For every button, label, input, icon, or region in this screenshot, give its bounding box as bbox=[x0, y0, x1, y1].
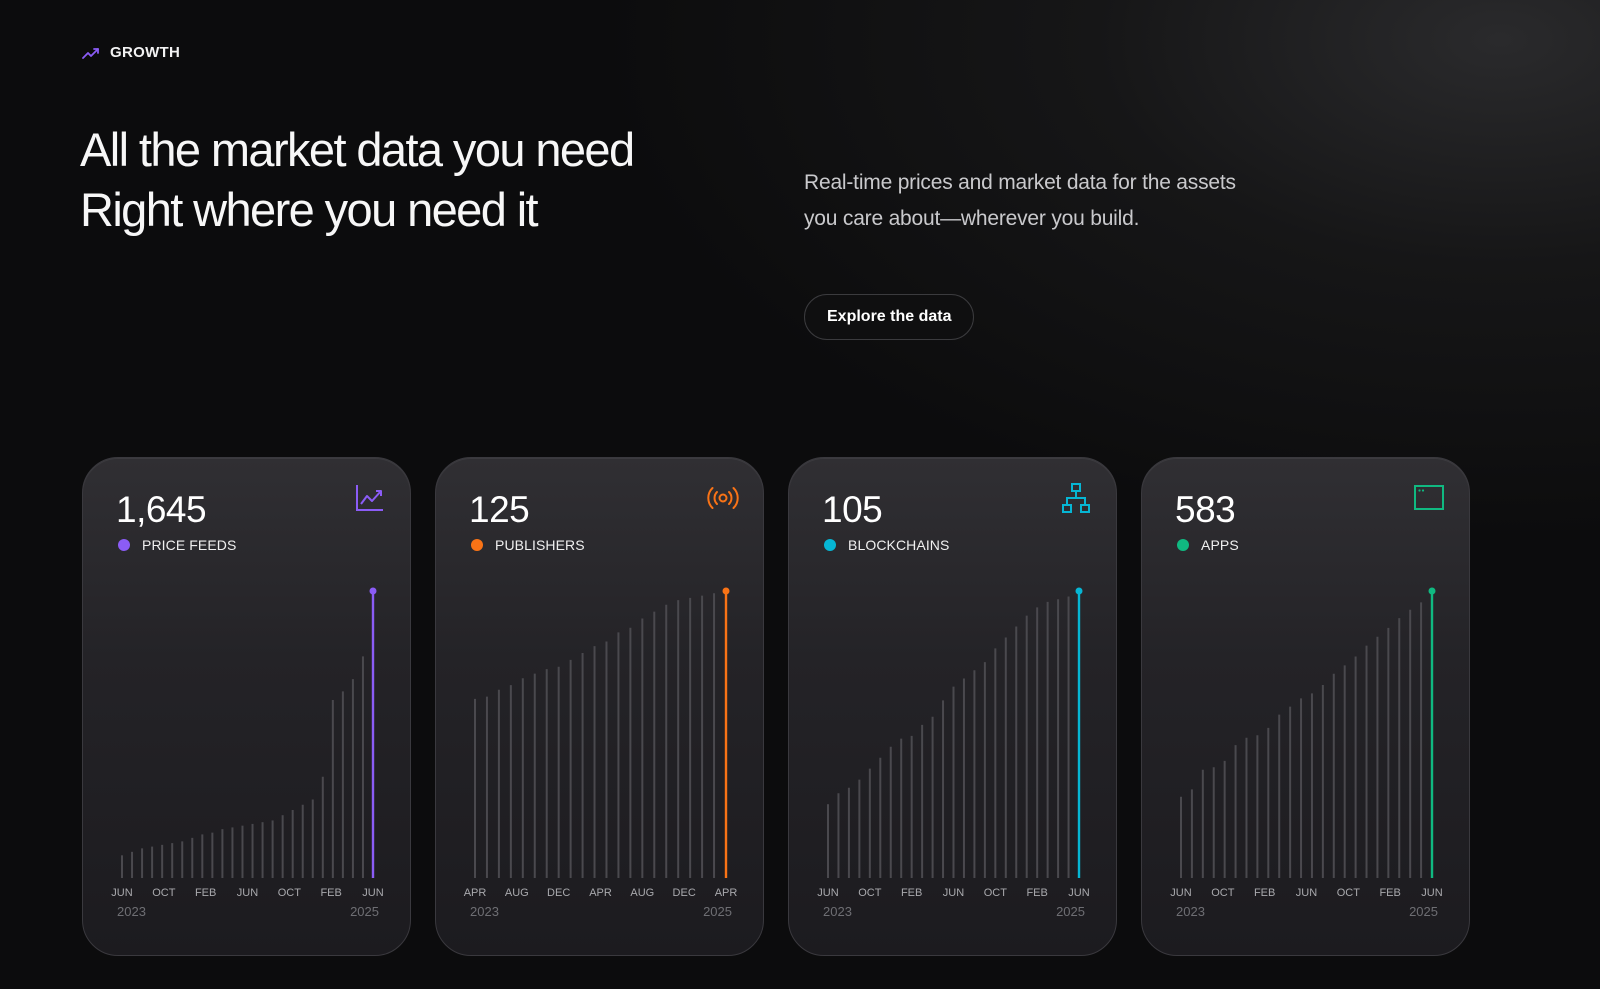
x-tick-label: OCT bbox=[278, 887, 302, 899]
apps-chart: JUN OCT FEB JUN OCT FEB JUN 2023 2025 bbox=[1170, 587, 1443, 919]
x-tick-label: OCT bbox=[1337, 887, 1361, 899]
bar-end-marker bbox=[1428, 587, 1436, 595]
explore-data-button[interactable]: Explore the data bbox=[804, 294, 975, 340]
stat-label-text: PUBLISHERS bbox=[495, 537, 585, 553]
legend-dot bbox=[1177, 539, 1189, 551]
hero-subtext: Real-time prices and market data for the… bbox=[804, 171, 1236, 230]
stat-label: APPS bbox=[1177, 537, 1239, 553]
eyebrow-label: GROWTH bbox=[110, 44, 181, 61]
trend-up-icon bbox=[82, 47, 99, 59]
stat-value: 105 bbox=[822, 489, 883, 530]
x-tick-label: JUN bbox=[1421, 887, 1442, 899]
year-end-label: 2025 bbox=[703, 904, 732, 919]
x-tick-label: FEB bbox=[1379, 887, 1400, 899]
year-start-label: 2023 bbox=[823, 904, 852, 919]
year-end-label: 2025 bbox=[350, 904, 379, 919]
x-tick-label: JUN bbox=[111, 887, 132, 899]
x-tick-label: JUN bbox=[1296, 887, 1317, 899]
x-tick-label: OCT bbox=[858, 887, 882, 899]
stat-label: BLOCKCHAINS bbox=[824, 537, 949, 553]
year-end-label: 2025 bbox=[1056, 904, 1085, 919]
year-start-label: 2023 bbox=[1176, 904, 1205, 919]
bar-end-marker bbox=[1075, 587, 1083, 595]
headline-line-2: Right where you need it bbox=[80, 183, 539, 236]
x-tick-label: DEC bbox=[547, 887, 570, 899]
x-tick-label: APR bbox=[464, 887, 487, 899]
x-tick-label: FEB bbox=[320, 887, 341, 899]
headline-line-1: All the market data you need bbox=[80, 123, 635, 176]
bar-end-marker bbox=[722, 587, 730, 595]
x-tick-label: APR bbox=[589, 887, 612, 899]
x-tick-label: JUN bbox=[362, 887, 383, 899]
x-tick-label: JUN bbox=[943, 887, 964, 899]
hero-headline: All the market data you need Right where… bbox=[80, 120, 635, 240]
stat-card-apps: 583 APPS JUN OCT FEB JUN OCT FEB JUN 2023 2025 bbox=[1141, 457, 1470, 956]
stat-label: PRICE FEEDS bbox=[118, 537, 236, 553]
stat-label-text: PRICE FEEDS bbox=[142, 537, 237, 553]
x-tick-label: OCT bbox=[152, 887, 176, 899]
x-tick-label: APR bbox=[715, 887, 738, 899]
section-eyebrow: GROWTH bbox=[82, 44, 180, 61]
stat-label-text: APPS bbox=[1201, 537, 1239, 553]
stat-label-text: BLOCKCHAINS bbox=[848, 537, 950, 553]
x-tick-label: FEB bbox=[901, 887, 922, 899]
x-tick-label: OCT bbox=[1211, 887, 1235, 899]
x-tick-label: JUN bbox=[237, 887, 258, 899]
x-tick-label: OCT bbox=[984, 887, 1008, 899]
line-chart-icon bbox=[356, 485, 383, 511]
publishers-chart: APR AUG DEC APR AUG DEC APR 2023 2025 bbox=[464, 587, 738, 919]
stat-card-price-feeds: 1,645 PRICE FEEDS JUN OCT FEB JUN OCT FEB JUN 2… bbox=[82, 457, 411, 956]
x-tick-label: FEB bbox=[1026, 887, 1047, 899]
x-tick-label: JUN bbox=[1170, 887, 1191, 899]
x-tick-label: AUG bbox=[505, 887, 529, 899]
blockchains-chart: JUN OCT FEB JUN OCT FEB JUN 2023 2025 bbox=[817, 587, 1090, 919]
year-start-label: 2023 bbox=[470, 904, 499, 919]
x-tick-label: FEB bbox=[195, 887, 216, 899]
x-tick-label: JUN bbox=[1068, 887, 1089, 899]
stat-value: 1,645 bbox=[116, 489, 207, 530]
x-tick-label: DEC bbox=[673, 887, 696, 899]
x-tick-label: FEB bbox=[1254, 887, 1275, 899]
price-feeds-chart: JUN OCT FEB JUN OCT FEB JUN 2023 2025 bbox=[111, 587, 384, 919]
x-tick-label: AUG bbox=[630, 887, 654, 899]
year-start-label: 2023 bbox=[117, 904, 146, 919]
broadcast-icon bbox=[707, 487, 739, 509]
stat-card-blockchains: 105 BLOCKCHAINS JUN OCT FEB JUN OCT FEB JUN 202… bbox=[788, 457, 1117, 956]
stat-value: 125 bbox=[469, 489, 530, 530]
stat-label: PUBLISHERS bbox=[471, 537, 585, 553]
bar-end-marker bbox=[369, 587, 377, 595]
legend-dot bbox=[471, 539, 483, 551]
network-icon bbox=[1062, 483, 1090, 513]
legend-dot bbox=[118, 539, 130, 551]
x-tick-label: JUN bbox=[817, 887, 838, 899]
stat-value: 583 bbox=[1175, 489, 1236, 530]
app-window-icon bbox=[1414, 485, 1444, 510]
stat-card-publishers: 125 PUBLISHERS APR AUG DEC APR AUG DEC APR 2023… bbox=[435, 457, 764, 956]
legend-dot bbox=[824, 539, 836, 551]
year-end-label: 2025 bbox=[1409, 904, 1438, 919]
